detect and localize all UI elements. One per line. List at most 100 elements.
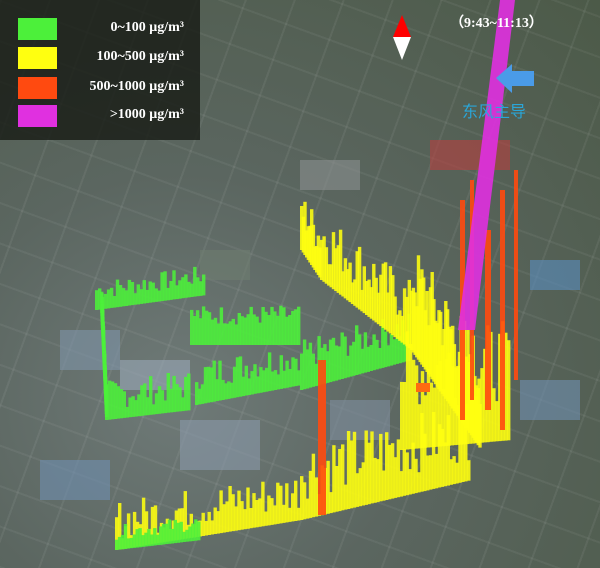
concentration-bar: [391, 275, 395, 336]
concentration-bar: [132, 511, 137, 548]
concentration-bar: [107, 380, 112, 420]
concentration-bar: [399, 471, 404, 497]
concentration-bar: [282, 504, 286, 523]
concentration-bar: [270, 306, 274, 345]
concentration-bar: [398, 336, 402, 364]
legend-label: 100~500 μg/m³: [96, 49, 184, 64]
concentration-bar: [154, 288, 158, 302]
concentration-bar: [215, 379, 219, 402]
concentration-bar: [127, 279, 132, 306]
concentration-bar: [423, 395, 428, 448]
concentration-bar: [346, 431, 351, 509]
concentration-bar: [426, 455, 430, 491]
concentration-bar: [130, 282, 135, 306]
concentration-bar: [219, 490, 223, 534]
concentration-bar: [344, 484, 348, 510]
concentration-bar: [140, 385, 144, 416]
concentration-spike: [318, 360, 326, 515]
concentration-bar: [450, 366, 454, 446]
concentration-bar: [375, 340, 379, 370]
concentration-bar: [348, 262, 352, 303]
building-block: [180, 420, 260, 470]
concentration-bar: [253, 364, 257, 394]
building-block: [430, 140, 510, 170]
concentration-bar: [311, 453, 316, 518]
concentration-bar: [182, 531, 186, 542]
concentration-bar: [261, 481, 265, 527]
concentration-bar: [279, 305, 283, 345]
concentration-bar: [311, 353, 315, 387]
concentration-bar: [153, 528, 157, 546]
concentration-bar: [258, 498, 262, 527]
concentration-bar: [288, 507, 292, 522]
building-block: [330, 400, 390, 440]
concentration-bar: [346, 355, 350, 378]
concentration-bar: [386, 292, 390, 332]
concentration-bar: [115, 517, 119, 550]
concentration-bar: [480, 368, 484, 443]
concentration-bar: [181, 397, 185, 412]
concentration-bar: [235, 357, 240, 398]
concentration-bar: [372, 334, 376, 371]
concentration-bar: [181, 277, 185, 299]
concentration-bar: [442, 329, 446, 397]
concentration-bar: [379, 433, 383, 502]
concentration-bar: [241, 376, 246, 397]
concentration-bar: [225, 501, 229, 533]
concentration-bar: [498, 333, 502, 442]
concentration-bar: [302, 339, 307, 390]
concentration-bar: [335, 466, 339, 512]
concentration-bar: [507, 340, 511, 441]
concentration-bar: [196, 277, 200, 297]
concentration-bar: [183, 491, 187, 539]
concentration-bar: [270, 371, 275, 391]
concentration-bar: [408, 469, 412, 495]
concentration-bar: [308, 470, 313, 518]
concentration-bar: [363, 332, 368, 373]
concentration-bar: [249, 306, 253, 345]
concentration-bar: [250, 371, 254, 395]
concentration-bar: [365, 281, 369, 315]
concentration-bar: [341, 444, 345, 511]
concentration-bar: [157, 290, 161, 302]
concentration-bar: [246, 487, 250, 529]
concentration-bar: [128, 397, 132, 418]
concentration-bar: [393, 457, 398, 498]
concentration-bar: [378, 348, 382, 369]
concentration-bar: [146, 397, 150, 416]
concentration-bar: [109, 287, 114, 308]
concentration-bar: [395, 314, 400, 339]
concentration-bar: [387, 444, 392, 500]
concentration-bar: [176, 522, 180, 543]
concentration-bar: [161, 523, 166, 545]
concentration-bar: [374, 277, 378, 323]
concentration-bar: [126, 538, 131, 549]
concentration-bar: [326, 351, 330, 383]
concentration-bar: [285, 483, 289, 523]
concentration-bar: [355, 473, 360, 507]
concentration-bar: [135, 529, 139, 548]
concentration-bar: [311, 224, 316, 268]
concentration-bar: [154, 393, 159, 415]
concentration-bar: [395, 324, 399, 364]
concentration-bar: [362, 266, 366, 314]
concentration-bar: [237, 490, 241, 531]
concentration-bar: [143, 383, 147, 416]
concentration-bar: [440, 428, 445, 487]
concentration-bar: [282, 370, 286, 389]
concentration-bar: [414, 458, 418, 494]
concentration-bar: [191, 523, 195, 542]
concentration-bar: [474, 396, 478, 444]
concentration-bar: [243, 509, 247, 530]
concentration-bar: [169, 388, 173, 413]
concentration-bar: [338, 229, 343, 295]
concentration-bar: [169, 281, 173, 300]
concentration-bar: [413, 292, 417, 355]
concentration-bar: [156, 534, 160, 546]
concentration-bar: [204, 521, 208, 536]
vehicle-icon: [416, 383, 430, 392]
concentration-bar: [201, 306, 206, 345]
concentration-bar: [142, 280, 146, 304]
concentration-bar: [197, 388, 202, 405]
concentration-bar: [282, 307, 286, 345]
